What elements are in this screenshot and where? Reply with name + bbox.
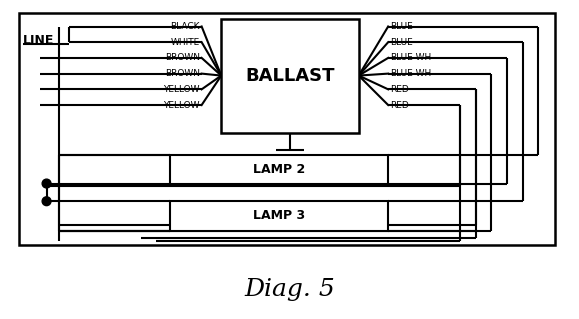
Text: LAMP 2: LAMP 2 [253, 163, 305, 176]
Text: RED: RED [390, 85, 409, 94]
Text: WHITE: WHITE [170, 38, 200, 47]
Text: YELLOW: YELLOW [163, 85, 200, 94]
Text: BLACK: BLACK [170, 22, 200, 31]
Text: BLUE: BLUE [390, 38, 413, 47]
Circle shape [42, 197, 51, 206]
Circle shape [42, 179, 51, 188]
Text: BROWN: BROWN [164, 69, 200, 78]
Text: BLUE-WH: BLUE-WH [390, 53, 431, 63]
Text: YELLOW: YELLOW [163, 100, 200, 109]
Text: BLUE-WH: BLUE-WH [390, 69, 431, 78]
Text: RED: RED [390, 100, 409, 109]
Bar [170, 155, 388, 183]
Bar [170, 201, 388, 231]
Text: LAMP 3: LAMP 3 [253, 210, 305, 222]
Text: BROWN: BROWN [164, 53, 200, 63]
Text: BLUE: BLUE [390, 22, 413, 31]
Text: BALLAST: BALLAST [245, 67, 335, 85]
Text: Diag. 5: Diag. 5 [244, 278, 335, 301]
Bar [221, 19, 359, 132]
Bar [19, 13, 555, 245]
Text: LINE: LINE [23, 34, 54, 47]
